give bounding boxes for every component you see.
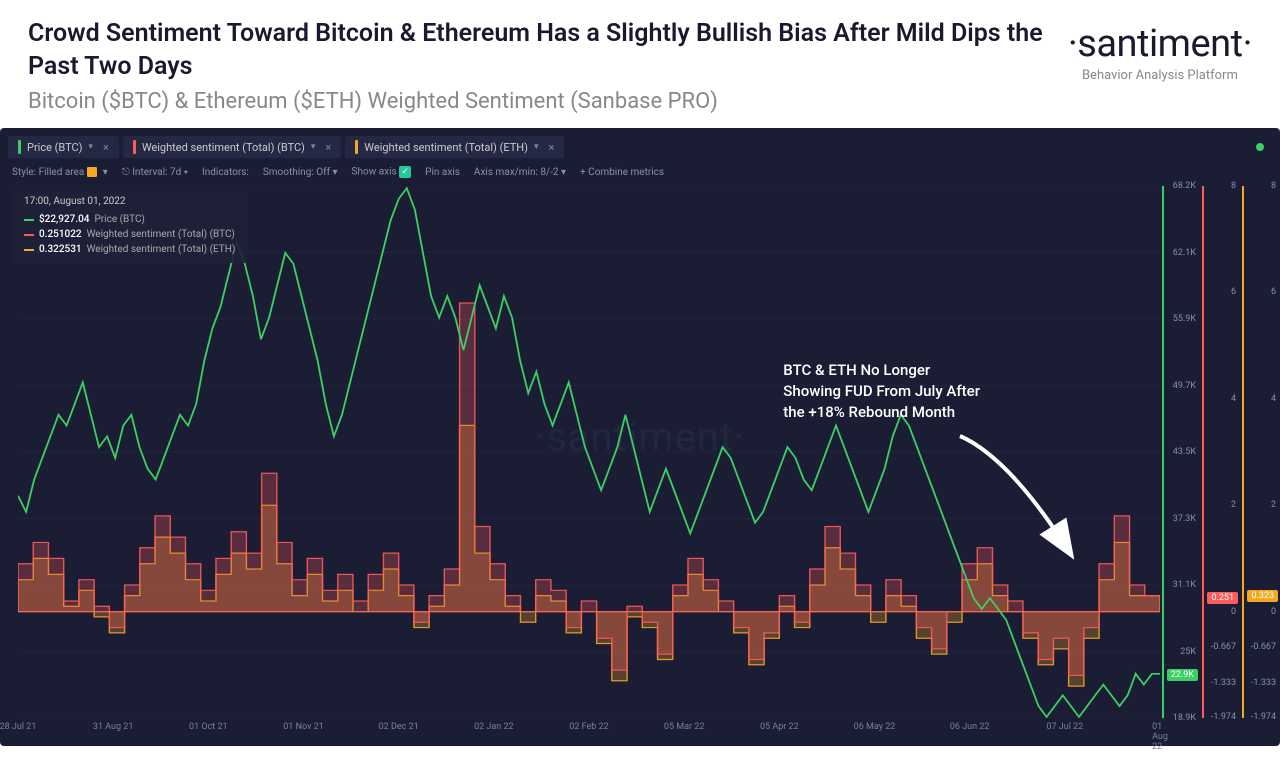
brand-tagline: Behavior Analysis Platform [1068, 68, 1252, 83]
tab-price-btc[interactable]: Price (BTC) ▾ × [8, 136, 119, 158]
hover-legend: 17:00, August 01, 2022 $22,927.04 Price … [12, 190, 247, 263]
legend-timestamp: 17:00, August 01, 2022 [24, 196, 235, 207]
x-tick: 02 Dec 21 [379, 722, 419, 732]
chart-container: Price (BTC) ▾ × Weighted sentiment (Total)… [0, 128, 1280, 746]
tab-label: Weighted sentiment (Total) (ETH) [364, 141, 528, 154]
interval-select[interactable]: ⎋ Interval: 7d ▾ [122, 167, 188, 178]
tab-sent-btc[interactable]: Weighted sentiment (Total) (BTC) ▾ × [123, 136, 341, 158]
brand-name: ·santiment· [1068, 22, 1252, 66]
legend-row: 0.322531 Weighted sentiment (Total) (ETH… [24, 242, 235, 257]
tab-sent-eth[interactable]: Weighted sentiment (Total) (ETH) ▾ × [345, 136, 564, 158]
tab-label: Weighted sentiment (Total) (BTC) [142, 141, 305, 154]
page-title: Crowd Sentiment Toward Bitcoin & Ethereu… [28, 18, 1068, 83]
x-tick: 28 Jul 21 [0, 722, 36, 732]
x-tick: 06 May 22 [854, 722, 896, 732]
chevron-down-icon: ▾ [311, 142, 316, 152]
x-tick: 01 Aug 22 [1152, 722, 1168, 752]
series-tabs: Price (BTC) ▾ × Weighted sentiment (Total)… [0, 128, 1280, 160]
header-text: Crowd Sentiment Toward Bitcoin & Ethereu… [28, 18, 1068, 114]
chevron-down-icon: ▾ [88, 142, 93, 152]
x-tick: 02 Jan 22 [474, 722, 514, 732]
x-tick: 06 Jun 22 [950, 722, 990, 732]
tab-label: Price (BTC) [27, 141, 82, 154]
pinaxis-toggle[interactable]: Pin axis [425, 167, 460, 178]
close-icon[interactable]: × [103, 141, 109, 154]
x-tick: 01 Oct 21 [189, 722, 228, 732]
indicators-select[interactable]: Indicators: [202, 167, 249, 178]
style-select[interactable]: Style: Filled area ▾ [12, 167, 108, 178]
close-icon[interactable]: × [549, 141, 555, 154]
combine-metrics[interactable]: + Combine metrics [580, 167, 664, 178]
x-tick: 02 Feb 22 [569, 722, 608, 732]
legend-row: 0.251022 Weighted sentiment (Total) (BTC… [24, 227, 235, 242]
legend-row: $22,927.04 Price (BTC) [24, 212, 235, 227]
brand-logo: ·santiment· Behavior Analysis Platform [1068, 22, 1252, 83]
page-subtitle: Bitcoin ($BTC) & Ethereum ($ETH) Weighte… [28, 89, 1068, 114]
x-tick: 05 Mar 22 [664, 722, 705, 732]
x-tick: 01 Nov 21 [283, 722, 324, 732]
x-axis: 28 Jul 2131 Aug 2101 Oct 2101 Nov 2102 D… [18, 722, 1160, 742]
axis-minmax[interactable]: Axis max/min: 8/-2 ▾ [474, 167, 566, 178]
smoothing-select[interactable]: Smoothing: Off ▾ [263, 167, 338, 178]
right-axes: 68.2K62.1K55.9K49.7K43.5K37.3K31.1K25K18… [1162, 186, 1280, 718]
chevron-down-icon: ▾ [534, 142, 539, 152]
annotation-text: BTC & ETH No LongerShowing FUD From July… [783, 360, 980, 423]
header: Crowd Sentiment Toward Bitcoin & Ethereu… [0, 0, 1280, 128]
live-indicator-icon [1256, 143, 1264, 151]
x-tick: 05 Apr 22 [760, 722, 799, 732]
x-tick: 31 Aug 21 [93, 722, 134, 732]
x-tick: 07 Jul 22 [1046, 722, 1083, 732]
close-icon[interactable]: × [325, 141, 331, 154]
annotation-arrow-icon [950, 428, 1090, 568]
showaxis-toggle[interactable]: Show axis ✓ [352, 166, 412, 178]
chart-controls: Style: Filled area ▾ ⎋ Interval: 7d ▾ In… [0, 160, 1280, 184]
